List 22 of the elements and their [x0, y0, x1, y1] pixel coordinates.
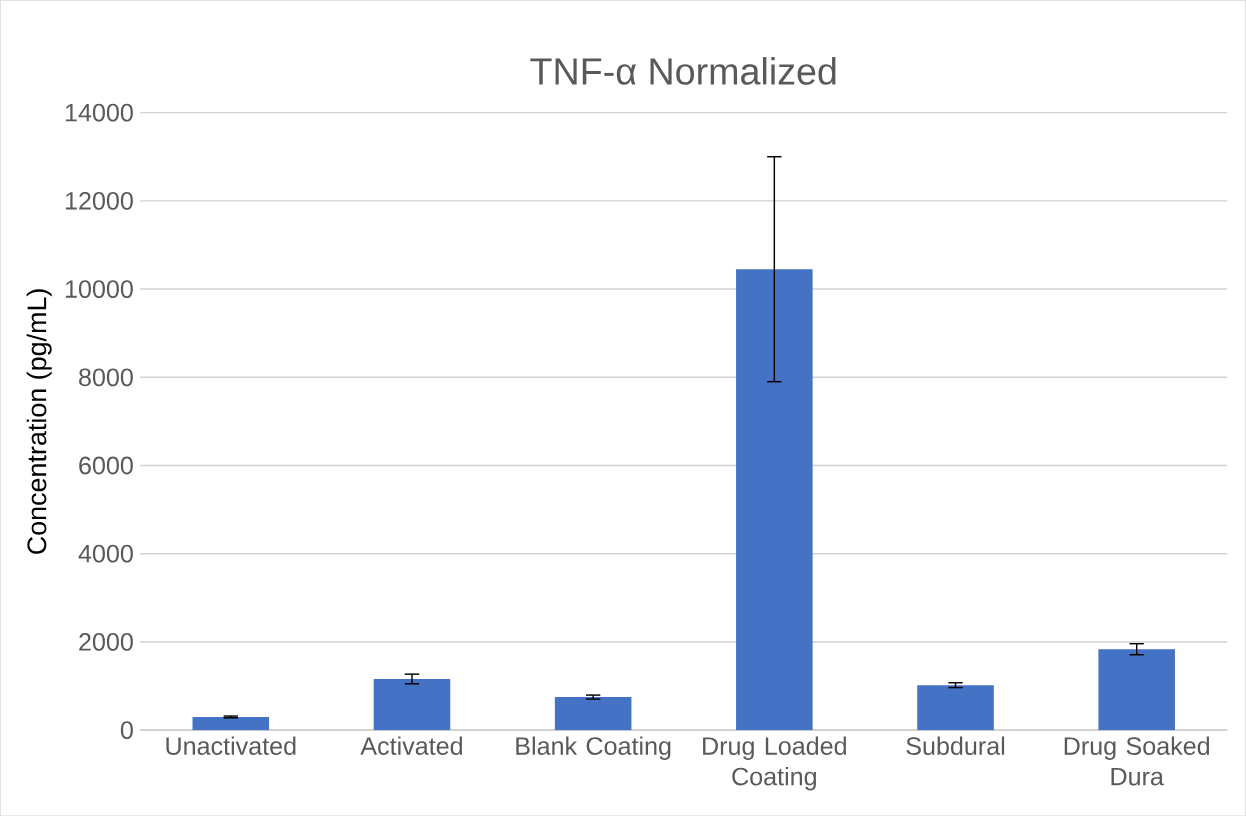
y-tick-label: 8000 — [79, 368, 133, 387]
y-tick-label: 6000 — [79, 456, 133, 475]
y-tick-label: 10000 — [65, 280, 133, 298]
x-tick-label: Unactivated — [166, 736, 296, 755]
x-tick-label: Activated — [360, 736, 462, 755]
bar — [192, 716, 270, 731]
y-tick-label: 12000 — [65, 191, 133, 210]
x-tick-label: Drug Loaded Coating — [703, 736, 846, 791]
y-tick-label: 14000 — [65, 103, 133, 122]
bar — [917, 685, 994, 731]
bar — [736, 269, 813, 731]
bar — [373, 678, 451, 731]
y-tick-label: 4000 — [78, 544, 133, 563]
bar — [554, 696, 632, 731]
y-tick-label: 2000 — [79, 632, 133, 651]
bar — [1098, 649, 1175, 731]
x-tick-label: Drug Soaked Dura — [1064, 736, 1210, 786]
x-tick-label: Blank Coating — [516, 736, 671, 760]
y-tick-label: 0 — [120, 721, 133, 739]
x-tick-label: Subdural — [906, 736, 1005, 755]
y-axis-title: Concentration (pg/mL) — [26, 289, 52, 554]
chart-title: TNF-α Normalized — [530, 56, 836, 85]
